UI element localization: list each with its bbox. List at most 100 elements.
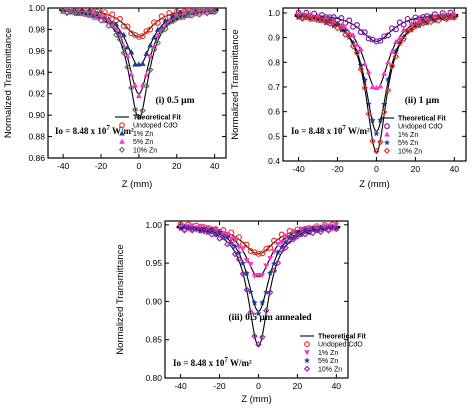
intensity-unit: W/m² [346, 126, 370, 136]
data-point [357, 46, 364, 52]
data-point [154, 20, 161, 27]
legend-entry: 5% Zn [133, 139, 153, 146]
intensity-text: Io = 8.48 x 10 [173, 358, 225, 368]
data-point [150, 46, 158, 53]
data-point [342, 31, 349, 39]
data-point [317, 228, 324, 236]
data-point [353, 22, 360, 29]
data-point [181, 13, 188, 20]
data-point [243, 258, 250, 264]
data-point [322, 17, 330, 24]
data-point [321, 223, 328, 231]
data-point [75, 8, 82, 15]
x-tick-label: 20 [172, 161, 182, 171]
plot-frame [282, 7, 467, 162]
data-point [216, 235, 223, 242]
data-point [305, 227, 313, 234]
data-point [220, 233, 227, 240]
data-point [346, 17, 353, 24]
x-axis-label: Z (mm) [122, 179, 153, 190]
data-point [239, 270, 247, 278]
data-point [135, 113, 143, 121]
legend-entry: Undoped CdO [318, 342, 363, 349]
data-point [105, 17, 112, 23]
data-point [263, 245, 270, 252]
x-tick-label: 0 [374, 164, 379, 174]
data-point [373, 84, 380, 91]
data-point [439, 12, 446, 20]
data-point [63, 9, 71, 17]
data-point [243, 269, 251, 277]
data-point [177, 12, 184, 20]
legend-entry: 1% Zn [398, 132, 418, 139]
data-point [427, 18, 435, 26]
data-point [388, 62, 396, 70]
y-tick-label: 0.85 [145, 335, 162, 345]
data-point [97, 17, 105, 24]
legend-fit-label: Theoretical Fit [398, 116, 447, 123]
series-4-markers [177, 222, 340, 348]
fit-curve-4 [176, 227, 341, 347]
fit-curve-2 [294, 15, 459, 91]
data-point [267, 244, 274, 251]
data-point [173, 15, 181, 22]
data-point [303, 12, 310, 19]
data-point [143, 71, 150, 77]
legend-entry: Undoped CdO [398, 124, 443, 131]
data-point [207, 8, 215, 13]
data-point [262, 307, 270, 314]
data-point [154, 32, 161, 38]
intensity-exponent: 7 [224, 356, 228, 364]
data-point [124, 53, 131, 59]
panel-label: (i) 0.5 µm [156, 95, 195, 106]
data-point [247, 309, 254, 316]
data-point [188, 12, 196, 19]
x-tick-label: -20 [213, 381, 226, 391]
data-point [400, 35, 407, 43]
legend-entry: 1% Zn [318, 350, 338, 357]
legend-marker [303, 365, 311, 372]
data-point [325, 227, 332, 234]
data-point [416, 20, 423, 27]
data-point [235, 249, 243, 256]
data-point [208, 225, 216, 233]
fit-curve-2 [59, 9, 219, 67]
data-point [120, 23, 127, 30]
data-point [392, 26, 399, 33]
x-axis-label: Z (mm) [359, 179, 390, 190]
data-point [377, 116, 384, 124]
y-tick-label: 0.80 [145, 373, 162, 383]
data-point [354, 41, 360, 47]
data-point [412, 23, 419, 30]
data-point [204, 227, 212, 235]
data-point [128, 71, 135, 77]
data-point [101, 15, 109, 22]
x-tick-label: -20 [331, 164, 344, 174]
data-point [259, 272, 266, 279]
data-point [267, 256, 274, 262]
data-point [86, 10, 93, 17]
data-point [419, 20, 427, 27]
data-point [353, 49, 361, 57]
series-4-markers [59, 8, 218, 121]
data-point [255, 310, 262, 317]
data-point [235, 256, 243, 263]
data-point [184, 9, 192, 17]
data-point [338, 23, 345, 31]
x-tick-label: 40 [450, 164, 460, 174]
data-point [228, 236, 235, 242]
data-point [251, 273, 258, 279]
data-point [259, 333, 266, 341]
data-point [338, 15, 345, 22]
data-point [255, 250, 262, 257]
legend-marker [118, 146, 126, 153]
y-tick-label: 1.00 [145, 220, 162, 230]
data-point [259, 299, 266, 306]
data-point [345, 32, 353, 39]
legend-marker [383, 139, 391, 146]
data-point [135, 33, 142, 40]
intensity-text: Io = 8.48 x 10 [291, 126, 343, 136]
